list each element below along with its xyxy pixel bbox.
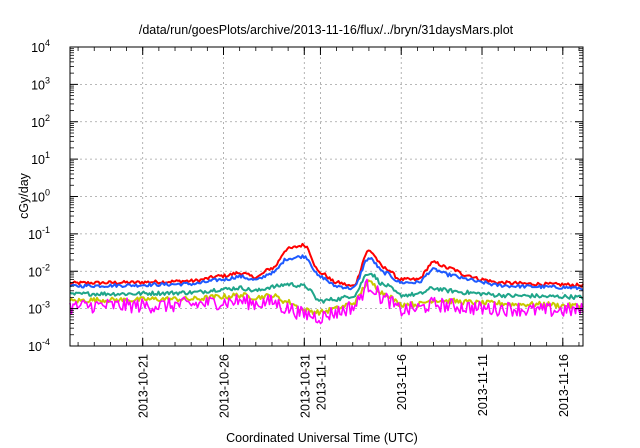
y-tick-label: 104: [31, 38, 50, 55]
y-tick-label: 10-4: [28, 337, 50, 354]
y-tick-label: 10-2: [28, 262, 50, 279]
y-tick-label: 10-3: [28, 300, 50, 317]
series-line: [69, 242, 584, 288]
gridlines: [70, 47, 583, 346]
x-tick-label: 2013-11-11: [476, 354, 490, 416]
series-line: [69, 279, 584, 316]
x-tick-label: 2013-11-6: [395, 354, 409, 410]
x-tick-label: 2013-11-16: [557, 354, 571, 417]
y-tick-label: 101: [31, 150, 50, 167]
series-line: [69, 278, 584, 325]
x-axis: 2013-10-21 2013-10-26 2013-10-31 2013-11-1 2…: [77, 47, 580, 418]
x-tick-label: 2013-10-31: [298, 354, 312, 418]
x-axis-label: Coordinated Universal Time (UTC): [226, 431, 418, 445]
chart-title: /data/run/goesPlots/archive/2013-11-16/f…: [139, 23, 514, 37]
x-tick-label: 2013-11-1: [314, 354, 328, 410]
y-axis: 10-4 10-3 10-2 10-1 100 101 102 103 104: [28, 38, 583, 354]
y-tick-label: 103: [31, 75, 50, 92]
x-tick-label: 2013-10-21: [137, 354, 151, 418]
data-series: [69, 242, 584, 325]
x-tick-label: 2013-10-26: [217, 354, 231, 418]
y-tick-label: 10-1: [28, 225, 50, 242]
y-tick-label: 100: [31, 188, 50, 205]
series-line: [69, 254, 584, 291]
y-tick-label: 102: [31, 113, 50, 130]
y-axis-label: cGy/day: [17, 172, 31, 219]
series-line: [69, 272, 584, 304]
